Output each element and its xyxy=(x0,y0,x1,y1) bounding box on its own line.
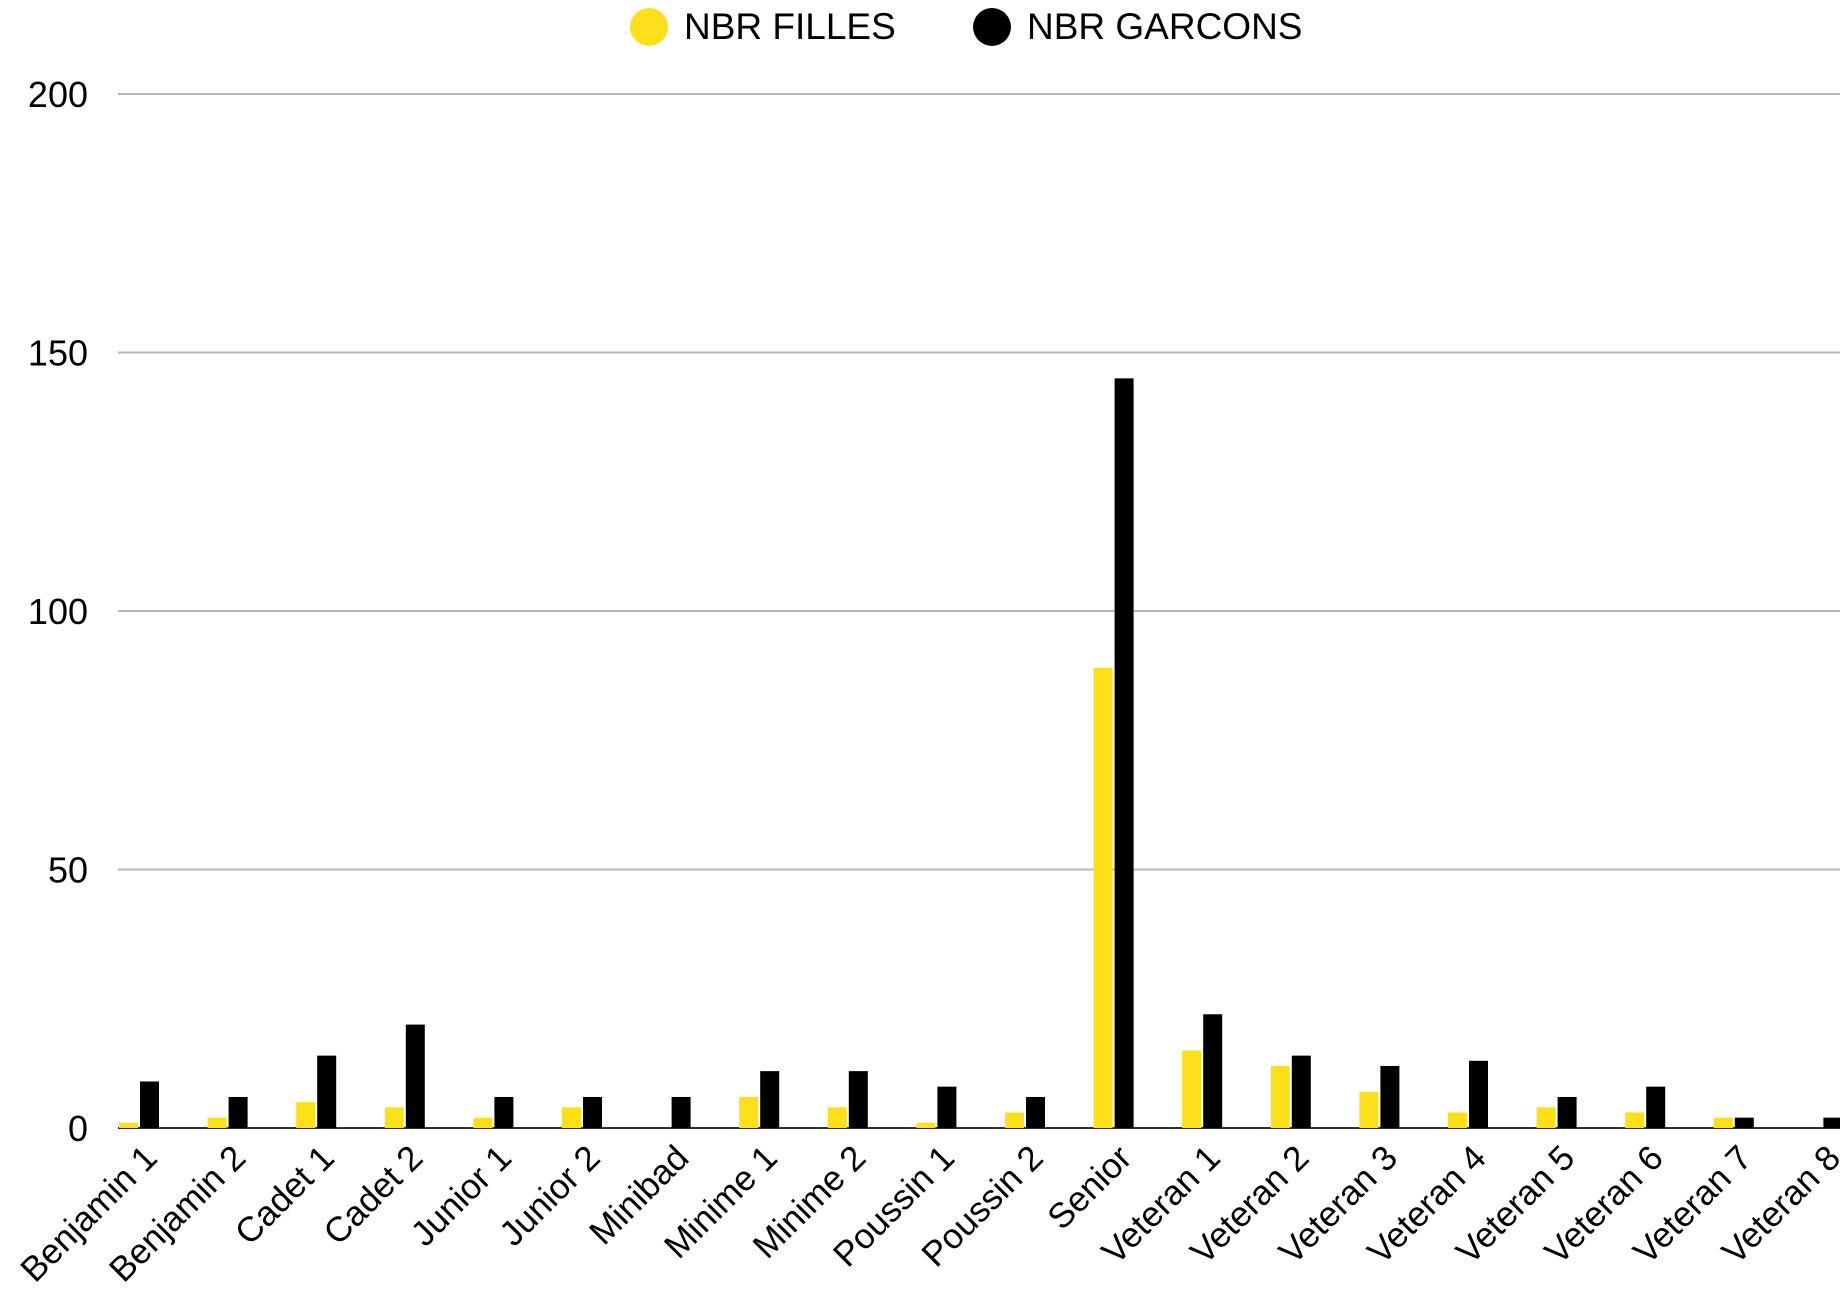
bar-garcons-veteran-4 xyxy=(1469,1060,1488,1128)
legend-swatch-filles xyxy=(630,8,668,46)
bar-filles-veteran-4 xyxy=(1448,1112,1467,1128)
bar-filles-poussin-2 xyxy=(1005,1112,1024,1128)
bar-filles-veteran-3 xyxy=(1359,1091,1379,1128)
bar-filles-senior xyxy=(1093,667,1113,1128)
y-tick-label: 50 xyxy=(48,850,88,891)
bar-garcons-poussin-1 xyxy=(937,1086,957,1128)
legend-label-filles: NBR FILLES xyxy=(684,6,896,47)
bar-garcons-minibad xyxy=(671,1096,691,1128)
bar-garcons-veteran-8 xyxy=(1823,1117,1840,1128)
bar-filles-veteran-1 xyxy=(1182,1050,1202,1128)
y-axis-ticks: 0 50 100 150 200 xyxy=(28,74,88,1149)
bars xyxy=(119,378,1840,1129)
bar-filles-junior-1 xyxy=(473,1117,493,1128)
bar-garcons-benjamin-2 xyxy=(228,1096,248,1128)
bar-filles-veteran-2 xyxy=(1270,1065,1290,1128)
bar-garcons-benjamin-1 xyxy=(140,1081,159,1128)
bar-filles-benjamin-2 xyxy=(207,1117,227,1128)
bar-garcons-cadet-1 xyxy=(317,1055,337,1128)
bar-filles-veteran-6 xyxy=(1625,1112,1645,1128)
bar-garcons-minime-1 xyxy=(760,1071,780,1128)
bar-garcons-veteran-5 xyxy=(1557,1096,1577,1128)
bar-filles-cadet-1 xyxy=(296,1102,316,1128)
legend-item-filles: NBR FILLES xyxy=(630,6,896,48)
bar-garcons-veteran-7 xyxy=(1734,1117,1754,1128)
bar-garcons-senior xyxy=(1114,378,1134,1129)
grid-lines xyxy=(118,93,1840,1129)
bar-garcons-veteran-3 xyxy=(1380,1065,1400,1128)
bar-filles-benjamin-1 xyxy=(119,1122,138,1128)
bar-garcons-junior-2 xyxy=(583,1096,602,1128)
bar-garcons-minime-2 xyxy=(848,1071,868,1128)
legend: NBR FILLES NBR GARCONS xyxy=(0,0,1840,52)
legend-swatch-garcons xyxy=(973,8,1011,46)
bar-filles-minime-1 xyxy=(739,1096,759,1128)
bar-garcons-cadet-2 xyxy=(405,1024,425,1128)
bar-garcons-veteran-1 xyxy=(1203,1014,1223,1128)
bar-filles-cadet-2 xyxy=(384,1107,404,1128)
legend-label-garcons: NBR GARCONS xyxy=(1027,6,1303,47)
x-tick-label: Junior 2 xyxy=(492,1138,608,1254)
bar-filles-veteran-7 xyxy=(1713,1117,1733,1128)
bar-filles-junior-2 xyxy=(562,1107,581,1128)
bar-garcons-poussin-2 xyxy=(1026,1096,1045,1128)
bar-garcons-veteran-6 xyxy=(1646,1086,1666,1128)
bar-garcons-junior-1 xyxy=(494,1096,514,1128)
bar-filles-veteran-5 xyxy=(1536,1107,1556,1128)
bar-garcons-veteran-2 xyxy=(1291,1055,1311,1128)
legend-item-garcons: NBR GARCONS xyxy=(973,6,1302,48)
bar-filles-minime-2 xyxy=(827,1107,847,1128)
y-tick-label: 150 xyxy=(28,333,88,374)
bar-filles-poussin-1 xyxy=(916,1122,936,1128)
y-tick-label: 0 xyxy=(68,1108,88,1149)
y-tick-label: 100 xyxy=(28,591,88,632)
x-tick-label: Cadet 1 xyxy=(228,1138,342,1252)
y-tick-label: 200 xyxy=(28,74,88,115)
